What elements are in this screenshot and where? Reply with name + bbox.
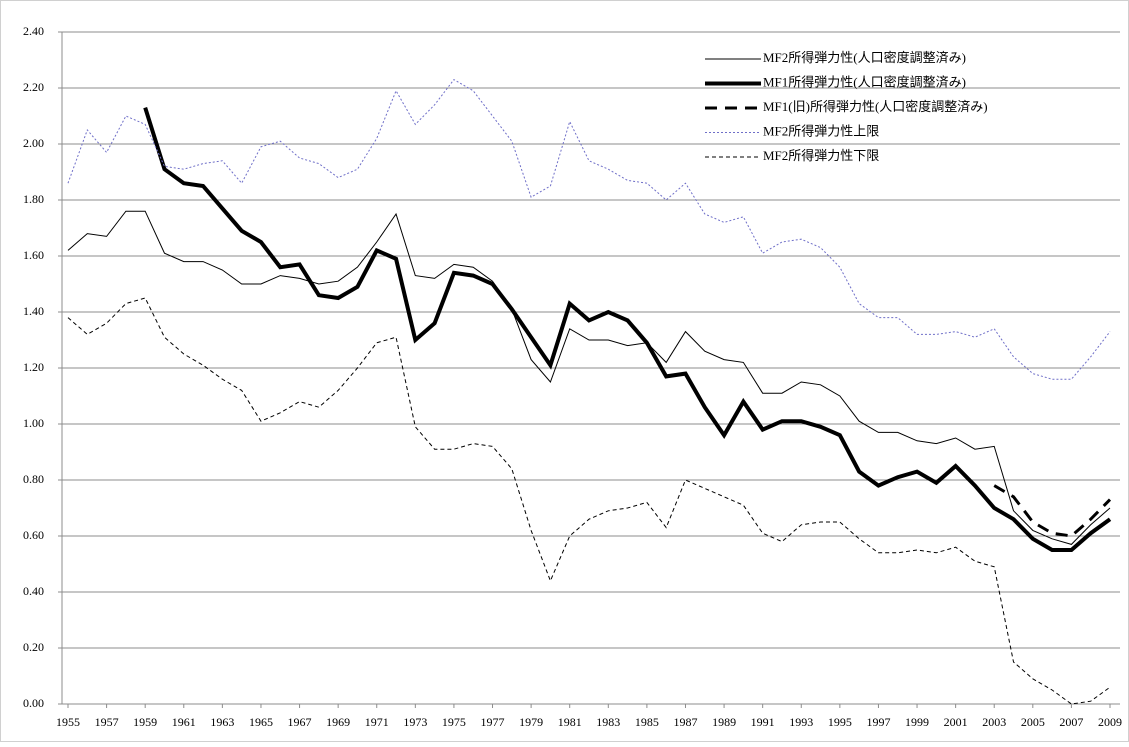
x-tick-label: 1977 <box>481 715 505 729</box>
y-tick-label: 1.00 <box>23 416 44 430</box>
x-tick-label: 1959 <box>133 715 157 729</box>
x-tick-label: 1993 <box>789 715 813 729</box>
x-tick-label: 1983 <box>596 715 620 729</box>
x-tick-label: 2003 <box>982 715 1006 729</box>
series-line <box>67 297 1111 705</box>
series-line <box>67 210 1111 545</box>
x-tick-label: 1955 <box>56 715 80 729</box>
x-tick-label: 1965 <box>249 715 273 729</box>
x-tick-label: 1967 <box>288 715 312 729</box>
x-tick-label: 1995 <box>828 715 852 729</box>
series-line <box>143 107 1112 552</box>
x-tick-label: 1985 <box>635 715 659 729</box>
x-tick-label: 1975 <box>442 715 466 729</box>
x-tick-label: 1997 <box>866 715 890 729</box>
x-tick-label: 1969 <box>326 715 350 729</box>
y-tick-label: 1.40 <box>23 304 44 318</box>
x-tick-label: 1987 <box>673 715 697 729</box>
x-tick-label: 1979 <box>519 715 543 729</box>
x-tick-label: 1961 <box>172 715 196 729</box>
y-tick-label: 0.80 <box>23 472 44 486</box>
y-tick-label: 0.20 <box>23 640 44 654</box>
x-tick-label: 1989 <box>712 715 736 729</box>
legend-label: MF2所得弾力性(人口密度調整済み) <box>763 50 966 65</box>
legend-label: MF1(旧)所得弾力性(人口密度調整済み) <box>763 99 988 114</box>
x-tick-label: 2007 <box>1059 715 1083 729</box>
x-tick-label: 1999 <box>905 715 929 729</box>
x-tick-label: 1963 <box>210 715 234 729</box>
y-tick-label: 2.40 <box>23 24 44 38</box>
y-tick-label: 2.20 <box>23 80 44 94</box>
legend-label: MF1所得弾力性(人口密度調整済み) <box>763 74 966 89</box>
x-tick-label: 2009 <box>1098 715 1122 729</box>
legend-label: MF2所得弾力性下限 <box>763 148 879 163</box>
y-tick-label: 2.00 <box>23 136 44 150</box>
x-tick-label: 1971 <box>365 715 389 729</box>
y-tick-label: 0.40 <box>23 584 44 598</box>
x-tick-label: 2005 <box>1021 715 1045 729</box>
y-tick-label: 1.60 <box>23 248 44 262</box>
series-line <box>993 484 1112 538</box>
x-tick-label: 1981 <box>558 715 582 729</box>
x-tick-label: 1991 <box>751 715 775 729</box>
legend-label: MF2所得弾力性上限 <box>763 123 879 138</box>
x-tick-label: 1957 <box>95 715 119 729</box>
x-tick-label: 1973 <box>403 715 427 729</box>
x-tick-label: 2001 <box>944 715 968 729</box>
y-tick-label: 0.00 <box>23 696 44 710</box>
y-tick-label: 1.20 <box>23 360 44 374</box>
y-tick-label: 0.60 <box>23 528 44 542</box>
y-tick-label: 1.80 <box>23 192 44 206</box>
